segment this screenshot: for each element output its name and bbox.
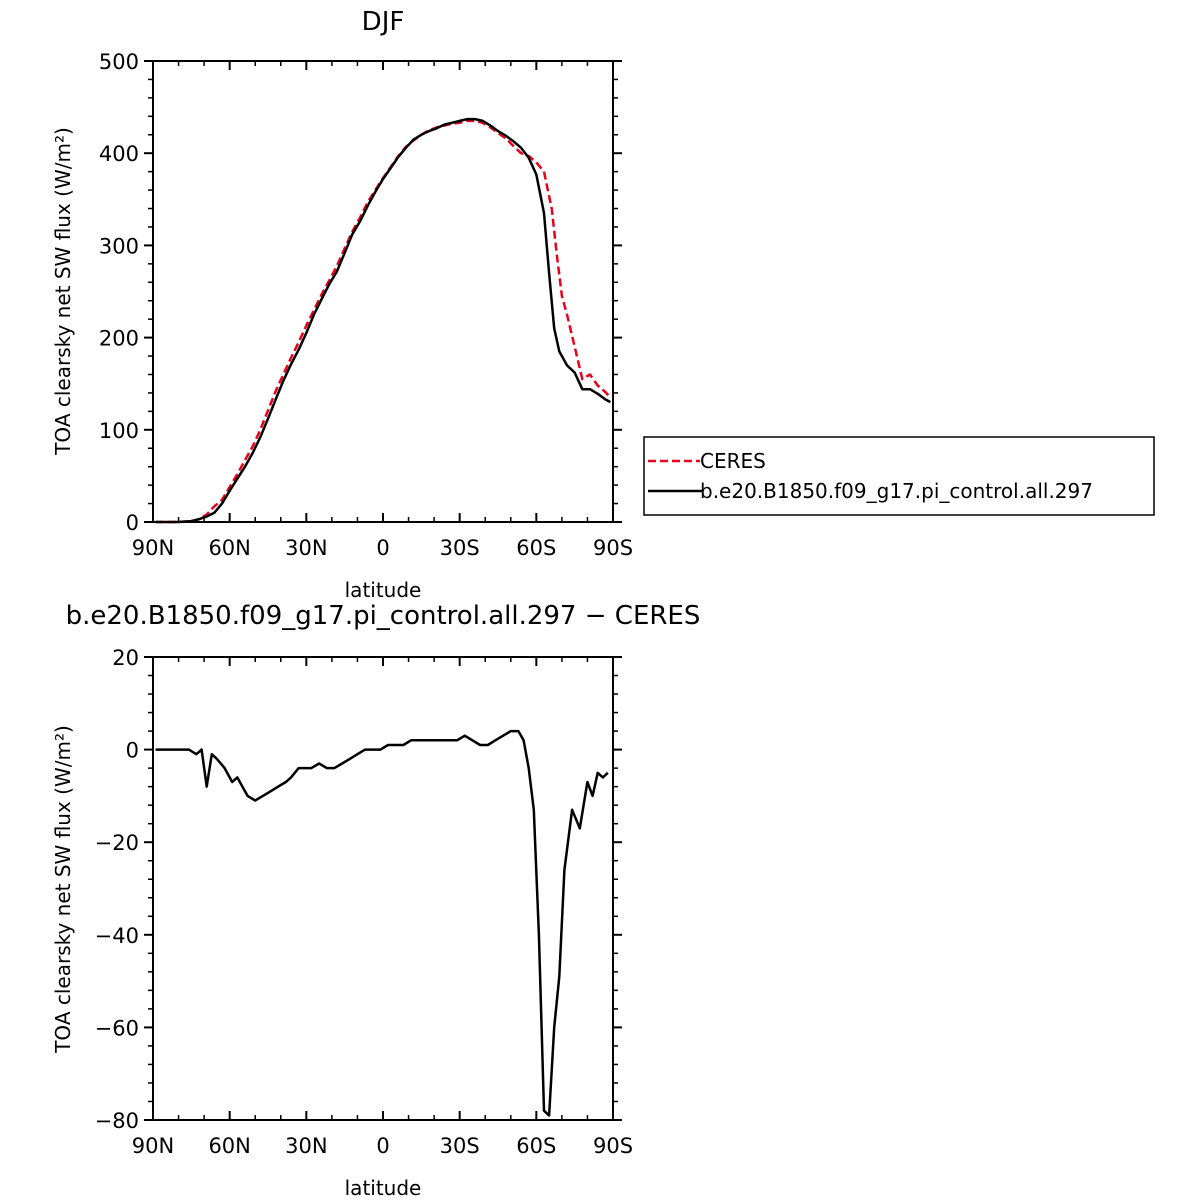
- top-series-line-1: [155, 117, 611, 524]
- top-y-tick-label: 200: [99, 327, 139, 351]
- top-x-axis-label: latitude: [345, 578, 422, 602]
- bottom-x-tick-label: 0: [376, 1134, 389, 1158]
- top-x-tick-label: 60N: [208, 536, 250, 560]
- legend-label-model: b.e20.B1850.f09_g17.pi_control.all.297: [700, 479, 1093, 503]
- bottom-chart-title: b.e20.B1850.f09_g17.pi_control.all.297 −…: [66, 601, 701, 631]
- top-y-tick-label: 500: [99, 50, 139, 74]
- bottom-y-tick-label: −20: [95, 831, 139, 855]
- top-x-tick-label: 60S: [516, 536, 556, 560]
- top-plot-area: 90N 60N 30N 0 30S 60S 90S 0 100 200 300 400 500: [99, 50, 633, 560]
- top-x-tick-label: 30S: [440, 536, 480, 560]
- top-panel: DJF TOA clearsky net SW flux (W/m²) lati…: [51, 7, 633, 602]
- bottom-x-axis-label: latitude: [345, 1176, 422, 1200]
- bottom-y-tick-label: −80: [95, 1109, 139, 1133]
- bottom-y-tick-label: −40: [95, 924, 139, 948]
- bottom-x-tick-label: 30S: [440, 1134, 480, 1158]
- bottom-y-axis-label: TOA clearsky net SW flux (W/m²): [51, 725, 75, 1054]
- bottom-x-tick-label: 90S: [593, 1134, 633, 1158]
- top-x-tick-label: 0: [376, 536, 389, 560]
- top-y-tick-label: 300: [99, 234, 139, 258]
- bottom-y-tick-label: 20: [112, 646, 139, 670]
- bottom-y-tick-label: −60: [95, 1016, 139, 1040]
- top-x-tick-label: 90S: [593, 536, 633, 560]
- legend: CERES b.e20.B1850.f09_g17.pi_control.all…: [643, 436, 1155, 516]
- top-chart-title: DJF: [362, 7, 405, 37]
- bottom-plot-area: 90N 60N 30N 0 30S 60S 90S −80 −60 −40 −20 0 20: [95, 646, 633, 1158]
- bottom-x-tick-label: 30N: [285, 1134, 327, 1158]
- top-y-tick-label: 0: [126, 511, 139, 535]
- top-x-tick-label: 30N: [285, 536, 327, 560]
- top-y-tick-label: 100: [99, 419, 139, 443]
- top-y-tick-label: 400: [99, 142, 139, 166]
- bottom-panel: b.e20.B1850.f09_g17.pi_control.all.297 −…: [51, 601, 700, 1200]
- bottom-series-line-0: [155, 729, 609, 1117]
- legend-box: [643, 436, 1155, 516]
- legend-label-ceres: CERES: [700, 449, 766, 473]
- top-x-tick-label: 90N: [132, 536, 174, 560]
- top-y-axis-label: TOA clearsky net SW flux (W/m²): [51, 127, 75, 456]
- bottom-x-tick-label: 90N: [132, 1134, 174, 1158]
- bottom-x-tick-label: 60S: [516, 1134, 556, 1158]
- bottom-y-tick-label: 0: [126, 739, 139, 763]
- bottom-x-tick-label: 60N: [208, 1134, 250, 1158]
